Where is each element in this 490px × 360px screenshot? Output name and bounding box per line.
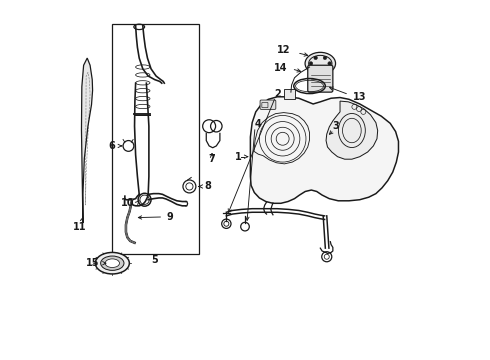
Text: 8: 8 — [205, 181, 212, 192]
Text: 6: 6 — [108, 141, 115, 151]
Bar — [285, 89, 295, 99]
Ellipse shape — [105, 259, 120, 267]
Ellipse shape — [305, 52, 336, 75]
Circle shape — [314, 67, 318, 71]
Text: 14: 14 — [274, 63, 287, 73]
Text: 7: 7 — [209, 154, 216, 164]
Text: 5: 5 — [151, 255, 158, 265]
Text: 10: 10 — [121, 198, 135, 208]
Text: 15: 15 — [86, 258, 100, 268]
Text: 3: 3 — [332, 121, 339, 131]
FancyBboxPatch shape — [260, 100, 276, 109]
Text: 11: 11 — [74, 222, 87, 232]
Text: 9: 9 — [167, 212, 173, 222]
Polygon shape — [81, 58, 93, 223]
Ellipse shape — [100, 256, 124, 270]
Text: 12: 12 — [277, 45, 291, 55]
Circle shape — [309, 62, 313, 65]
Polygon shape — [250, 97, 398, 203]
Ellipse shape — [95, 252, 129, 274]
Bar — [112, 24, 199, 253]
Text: 4: 4 — [254, 120, 261, 129]
Text: 1: 1 — [235, 152, 242, 162]
FancyBboxPatch shape — [308, 65, 333, 92]
Circle shape — [323, 56, 327, 60]
Circle shape — [328, 62, 331, 65]
Circle shape — [323, 67, 327, 71]
Text: 2: 2 — [274, 89, 281, 99]
Polygon shape — [326, 101, 378, 159]
Circle shape — [314, 56, 318, 60]
Text: 13: 13 — [353, 92, 366, 102]
